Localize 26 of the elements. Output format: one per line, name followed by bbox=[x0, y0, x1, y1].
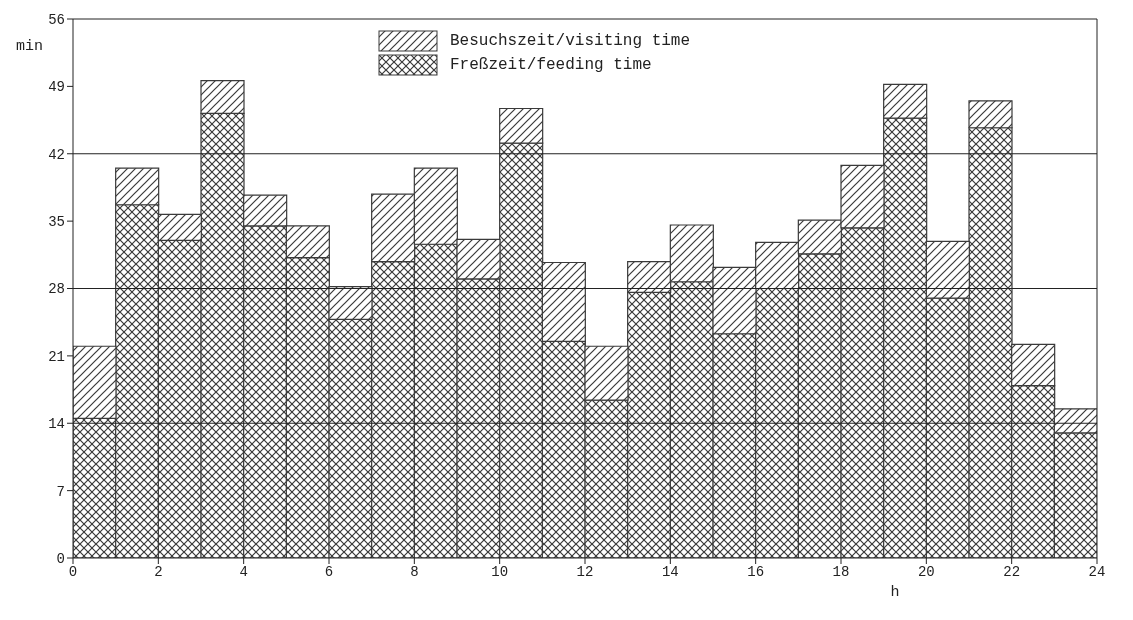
x-tick-label: 4 bbox=[239, 563, 248, 580]
x-tick-label: 12 bbox=[576, 563, 594, 580]
y-axis-title: min bbox=[16, 37, 44, 55]
y-tick-label: 0 bbox=[56, 550, 65, 567]
y-tick-label: 21 bbox=[48, 348, 65, 365]
y-tick-label: 35 bbox=[48, 214, 65, 231]
y-tick-label: 28 bbox=[48, 281, 65, 298]
x-tick-label: 14 bbox=[661, 563, 679, 580]
x-tick-label: 10 bbox=[491, 563, 509, 580]
x-tick-label: 18 bbox=[832, 563, 850, 580]
y-tick-label: 14 bbox=[48, 416, 65, 433]
x-tick-label: 2 bbox=[154, 563, 163, 580]
x-axis-title: h bbox=[890, 584, 900, 601]
x-tick-label: 0 bbox=[68, 563, 78, 580]
x-tick-label: 6 bbox=[324, 563, 334, 580]
y-tick-label: 49 bbox=[48, 79, 65, 96]
y-tick-label: 7 bbox=[56, 483, 65, 500]
y-tick-label: 56 bbox=[48, 11, 65, 28]
x-tick-label: 22 bbox=[1003, 563, 1021, 580]
legend-label: Freßzeit/feeding time bbox=[450, 56, 652, 74]
legend-label: Besuchszeit/visiting time bbox=[450, 32, 691, 50]
y-tick-label: 42 bbox=[48, 146, 65, 163]
x-tick-label: 20 bbox=[917, 563, 935, 580]
x-tick-label: 16 bbox=[747, 563, 765, 580]
x-tick-label: 8 bbox=[410, 563, 419, 580]
x-tick-label: 24 bbox=[1088, 563, 1106, 580]
